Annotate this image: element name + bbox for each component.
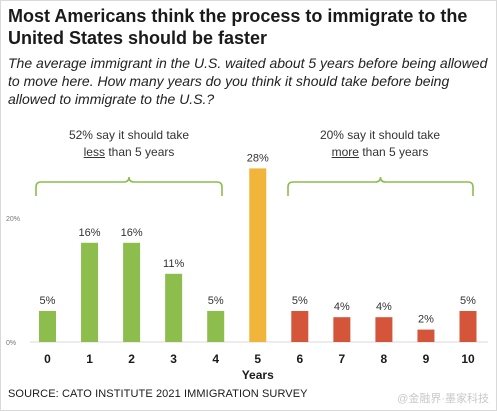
y-tick-label: 0% bbox=[6, 340, 16, 347]
x-tick-label-7: 7 bbox=[339, 352, 346, 366]
bracket-less-than-5 bbox=[35, 176, 223, 196]
right-bracket-line2-rest: than 5 years bbox=[358, 145, 429, 159]
x-tick-label-6: 6 bbox=[296, 352, 303, 366]
x-tick-label-2: 2 bbox=[128, 352, 135, 366]
bar-6 bbox=[291, 311, 309, 342]
bar-0 bbox=[39, 311, 56, 342]
right-bracket-underlined: more bbox=[331, 145, 359, 159]
left-bracket-line2-rest: than 5 years bbox=[104, 145, 175, 159]
bar-7 bbox=[333, 317, 351, 342]
x-tick-label-0: 0 bbox=[44, 352, 51, 366]
left-bracket-line2: less than 5 years bbox=[44, 144, 214, 161]
left-bracket-line1: 52% say it should take bbox=[68, 128, 190, 142]
data-label-1: 16% bbox=[79, 227, 101, 239]
data-label-0: 5% bbox=[40, 295, 56, 307]
source-note: SOURCE: CATO INSTITUTE 2021 IMMIGRATION … bbox=[8, 388, 308, 400]
left-bracket-underlined: less bbox=[83, 145, 105, 159]
bar-3 bbox=[165, 273, 183, 342]
x-tick-label-9: 9 bbox=[423, 352, 430, 366]
data-label-8: 4% bbox=[376, 301, 392, 313]
data-label-4: 5% bbox=[208, 295, 224, 307]
x-tick-label-1: 1 bbox=[86, 352, 93, 366]
x-tick-label-4: 4 bbox=[212, 352, 219, 366]
left-bracket-label: 52% say it should take less than 5 years bbox=[44, 127, 214, 161]
data-label-6: 5% bbox=[292, 295, 308, 307]
bar-5 bbox=[249, 168, 267, 342]
bar-2 bbox=[123, 242, 141, 342]
bar-8 bbox=[375, 317, 393, 342]
y-tick-label: 20% bbox=[6, 216, 20, 223]
data-label-7: 4% bbox=[334, 301, 350, 313]
bar-10 bbox=[459, 311, 477, 342]
x-tick-label-8: 8 bbox=[381, 352, 388, 366]
watermark: @金融界·墨家科技 bbox=[397, 393, 489, 405]
data-label-9: 2% bbox=[418, 314, 434, 326]
bar-9 bbox=[417, 329, 435, 342]
data-label-10: 5% bbox=[460, 295, 476, 307]
data-label-3: 11% bbox=[163, 258, 184, 270]
right-bracket-line2: more than 5 years bbox=[295, 144, 465, 161]
bracket-more-than-5 bbox=[287, 176, 474, 196]
x-tick-label-5: 5 bbox=[254, 352, 261, 366]
data-label-2: 16% bbox=[121, 227, 143, 239]
right-bracket-label: 20% say it should take more than 5 years bbox=[295, 127, 465, 161]
chart-subtitle: The average immigrant in the U.S. waited… bbox=[8, 55, 488, 107]
chart-title: Most Americans think the process to immi… bbox=[8, 6, 468, 48]
right-bracket-line1: 20% say it should take bbox=[319, 128, 441, 142]
x-tick-label-10: 10 bbox=[461, 352, 475, 366]
x-tick-label-3: 3 bbox=[170, 352, 177, 366]
data-label-5: 28% bbox=[247, 152, 269, 164]
x-axis-title: Years bbox=[242, 368, 274, 382]
bar-1 bbox=[81, 242, 99, 342]
bar-4 bbox=[207, 311, 225, 342]
